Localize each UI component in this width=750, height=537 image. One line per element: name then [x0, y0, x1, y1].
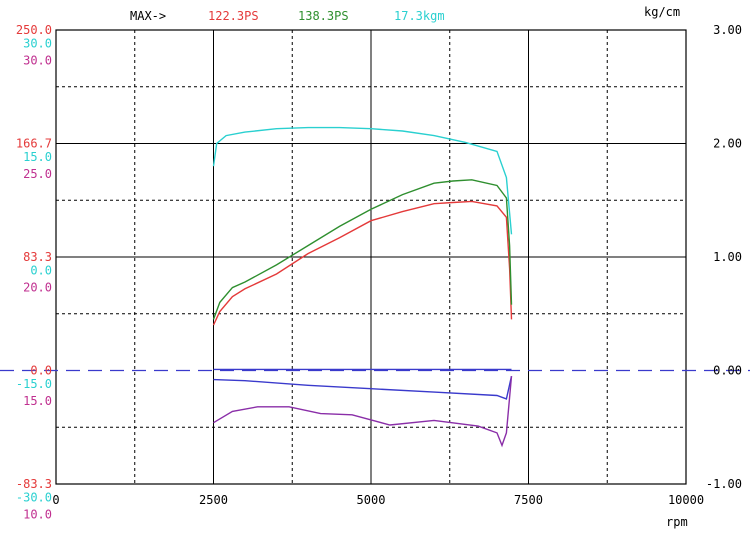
left-axis-label: 0.0 — [30, 264, 52, 278]
x-tick-label: 0 — [52, 493, 59, 507]
left-axis-label: 20.0 — [23, 281, 52, 295]
left-axis-labels: 250.030.030.0166.715.025.083.30.020.00.0… — [16, 23, 52, 522]
series-line-5 — [213, 376, 513, 448]
series-group — [212, 126, 513, 448]
right-axis-tick: 2.00 — [713, 137, 742, 151]
left-axis-label: 30.0 — [23, 54, 52, 68]
right-axis-unit: kg/cm — [644, 5, 680, 19]
series-line-4 — [213, 376, 513, 400]
left-axis-label: -15.0 — [16, 377, 52, 391]
left-axis-label: 0.0 — [30, 364, 52, 378]
series-line-0 — [212, 200, 513, 326]
max-value-torque: 17.3kgm — [394, 9, 445, 23]
max-value-power-red: 122.3PS — [208, 9, 259, 23]
grid — [0, 30, 750, 484]
left-axis-label: 166.7 — [16, 137, 52, 151]
left-axis-label: -83.3 — [16, 477, 52, 491]
right-axis-ticks: 3.00 2.00 1.00 0.00 -1.00 — [706, 23, 742, 491]
right-axis-tick: -1.00 — [706, 477, 742, 491]
left-axis-label: 30.0 — [23, 37, 52, 51]
x-tick-label: 7500 — [514, 493, 543, 507]
right-axis-tick: 3.00 — [713, 23, 742, 37]
left-axis-label: 250.0 — [16, 23, 52, 37]
left-axis-label: 10.0 — [23, 508, 52, 522]
left-axis-label: 25.0 — [23, 167, 52, 181]
max-label: MAX-> — [130, 9, 166, 23]
series-line-1 — [212, 179, 513, 320]
left-axis-label: 83.3 — [23, 250, 52, 264]
x-tick-label: 5000 — [357, 493, 386, 507]
max-value-power-green: 138.3PS — [298, 9, 349, 23]
x-tick-label: 10000 — [668, 493, 704, 507]
right-axis-tick: 0.00 — [713, 364, 742, 378]
left-axis-label: 15.0 — [23, 150, 52, 164]
left-axis-label: -30.0 — [16, 491, 52, 505]
left-axis-label: 15.0 — [23, 394, 52, 408]
series-line-2 — [212, 126, 513, 235]
x-axis-ticks: 0 2500 5000 7500 10000 — [52, 493, 704, 507]
x-tick-label: 2500 — [199, 493, 228, 507]
x-axis-label: rpm — [666, 515, 688, 529]
right-axis-tick: 1.00 — [713, 250, 742, 264]
